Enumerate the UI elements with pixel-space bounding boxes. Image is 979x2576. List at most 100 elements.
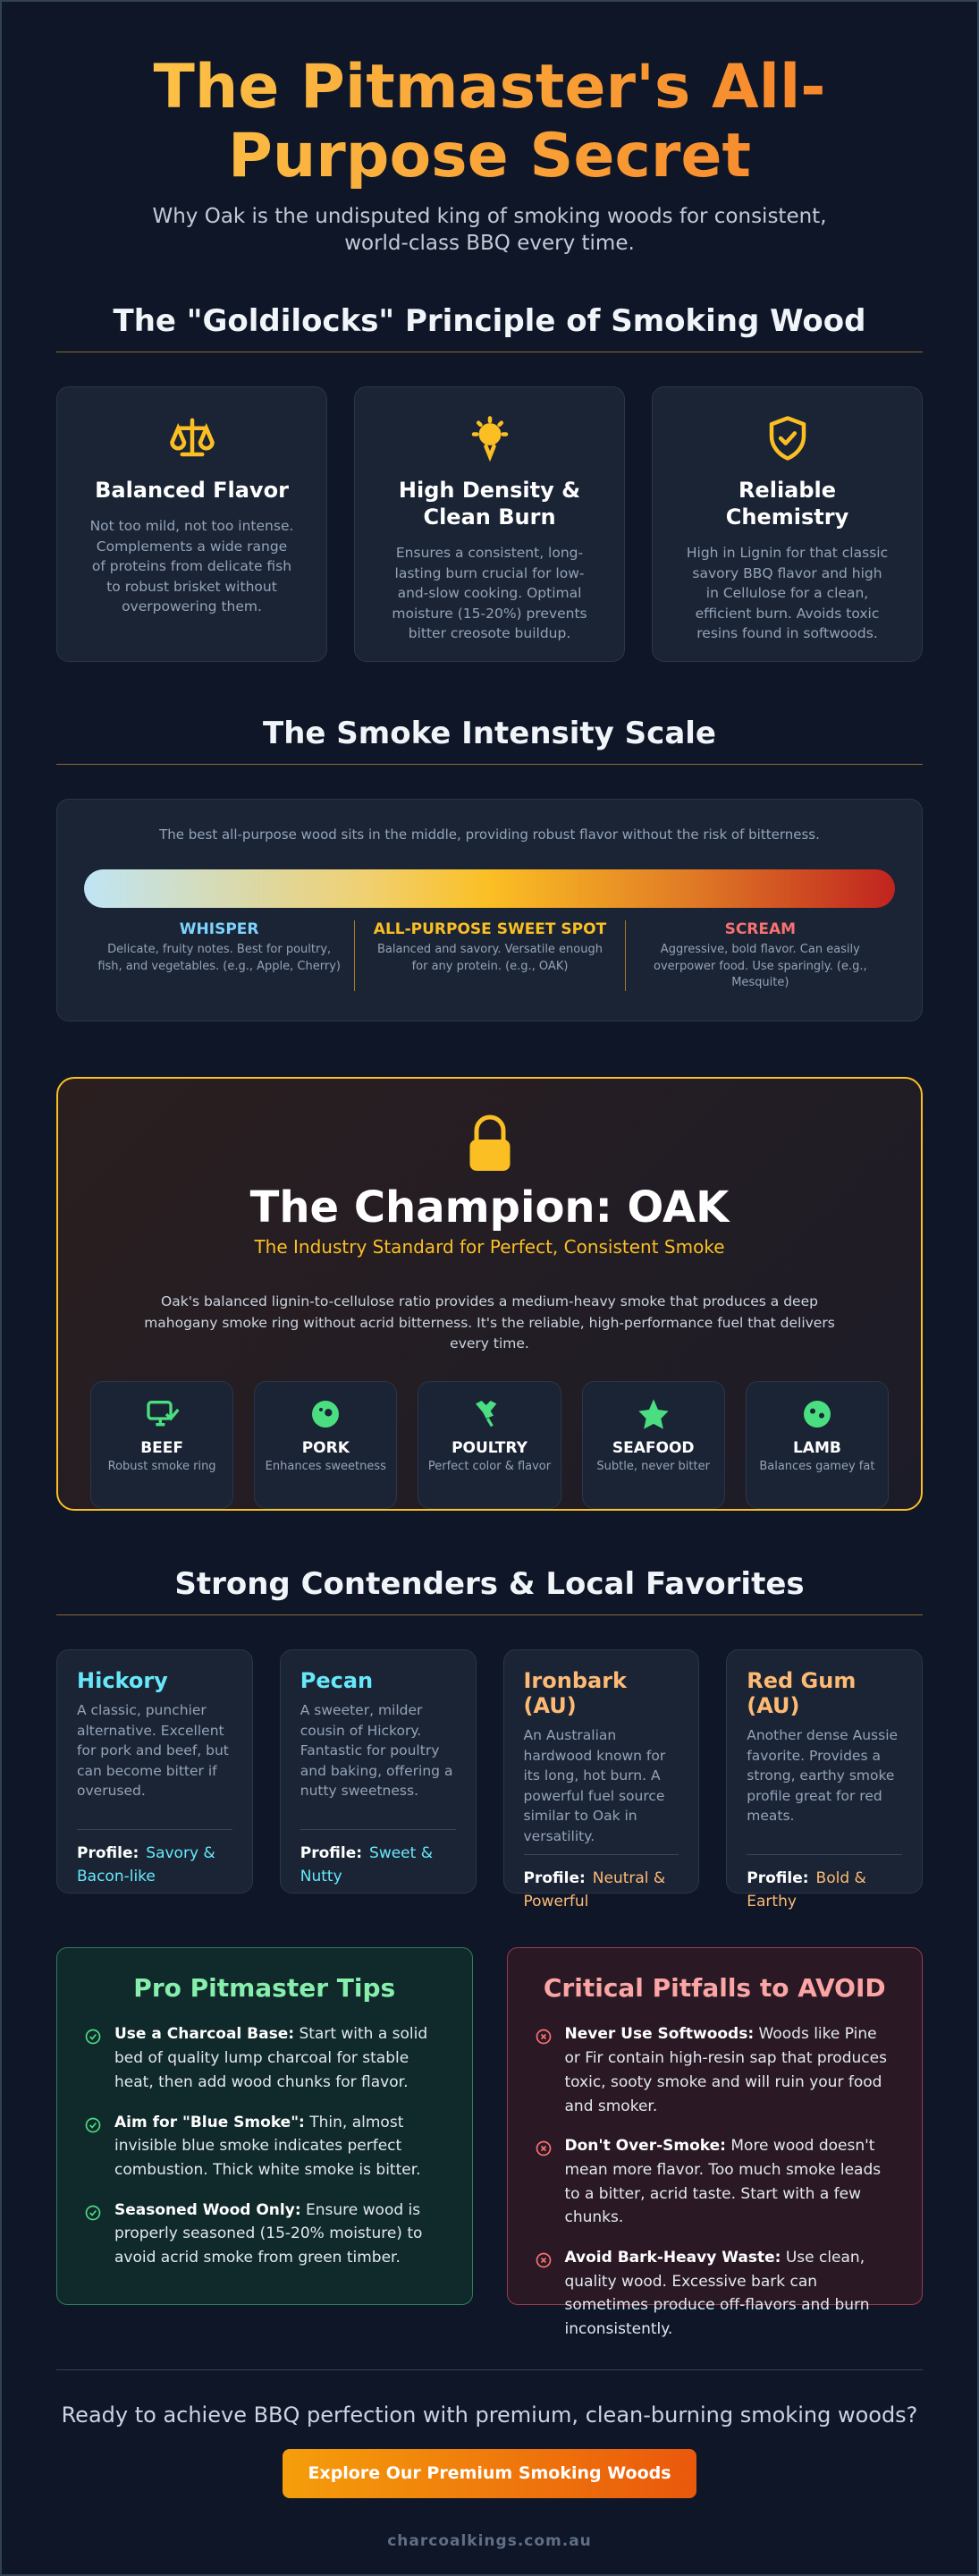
principle-card: High Density & Clean Burn Ensures a cons…	[354, 386, 625, 663]
cta-text: Ready to achieve BBQ perfection with pre…	[61, 2402, 918, 2428]
zone: ALL-PURPOSE SWEET SPOT Balanced and savor…	[354, 920, 624, 991]
profile-label: Profile:	[300, 1844, 363, 1863]
pitfall-text: Use clean, quality wood. Excessive bark …	[564, 2248, 870, 2338]
wood-name: Pecan	[300, 1668, 374, 1694]
check-icon	[85, 2117, 101, 2132]
use-text: Subtle, never bitter	[596, 1460, 710, 1474]
bulb-icon	[471, 416, 508, 462]
wood-text: An Australian hardwood known for its lon…	[523, 1727, 666, 1844]
section-heading: Strong Contenders & Local Favorites	[56, 1566, 923, 1616]
contender-card: Pecan A sweeter, milder cousin of Hickory…	[279, 1649, 477, 1894]
tip-text: Start with a solid bed of quality lump c…	[114, 2025, 428, 2091]
lock-icon	[469, 1115, 510, 1172]
beef-icon	[147, 1401, 180, 1427]
use-card: POULTRY Perfect color & flavor	[418, 1381, 561, 1510]
x-icon	[536, 2029, 551, 2045]
zone-text: Aggressive, bold flavor. Can easily over…	[654, 943, 867, 989]
site-name: charcoalkings.com.au	[387, 2532, 592, 2551]
contender-card: Ironbark (AU) An Australian hardwood know…	[502, 1649, 700, 1911]
card-title: High Density & Clean Burn	[398, 478, 581, 530]
pitfall-body: Never Use Softwoods: Woods like Pine or …	[565, 2022, 896, 2118]
use-card: SEAFOOD Subtle, never bitter	[581, 1381, 725, 1510]
tip-text: Thin, almost invisible blue smoke indica…	[114, 2113, 421, 2179]
section-heading: The Smoke Intensity Scale	[56, 716, 923, 766]
cta-button[interactable]: Explore Our Premium Smoking Woods	[283, 2449, 696, 2499]
profile: Profile: Sweet & Nutty	[300, 1843, 456, 1888]
section-heading: The "Goldilocks" Principle of Smoking Wo…	[56, 303, 923, 353]
card-text: Not too mild, not too intense. Complemen…	[89, 518, 294, 615]
scale-intro: The best all-purpose wood sits in the mi…	[159, 826, 820, 843]
card-title: Reliable Chemistry	[725, 478, 849, 530]
tip-body: Seasoned Wood Only: Ensure wood is prope…	[114, 2199, 445, 2270]
principle-card: Reliable Chemistry High in Lignin for th…	[652, 386, 923, 663]
lamb-icon	[803, 1401, 831, 1428]
pitfalls-panel: Critical Pitfalls to AVOID Never Use Sof…	[506, 1947, 923, 2338]
seafood-icon	[638, 1399, 669, 1429]
contender-card: Red Gum (AU) Another dense Aussie favorit…	[726, 1649, 923, 1911]
tip-body: Use a Charcoal Base: Start with a solid …	[114, 2022, 445, 2094]
pitfall: Never Use Softwoods: Woods like Pine or …	[535, 2022, 896, 2118]
zones: WHISPER Delicate, fruity notes. Best for …	[84, 920, 895, 991]
scale-panel: The best all-purpose wood sits in the mi…	[56, 799, 923, 1022]
use-name: LAMB	[792, 1439, 841, 1458]
profile: Profile: Neutral & Powerful	[524, 1868, 679, 1913]
champion-title: The Champion: OAK	[249, 1182, 730, 1233]
tip-lead: Seasoned Wood Only:	[114, 2200, 301, 2219]
poultry-icon	[476, 1401, 497, 1428]
use-card: LAMB Balances gamey fat	[745, 1381, 889, 1510]
divider	[747, 1854, 902, 1856]
profile-value: Neutral & Powerful	[523, 1869, 666, 1911]
profile: Profile: Savory & Bacon-like	[77, 1843, 232, 1888]
card-text: High in Lignin for that classic savory B…	[686, 545, 889, 642]
tips-heading: Pro Pitmaster Tips	[133, 1973, 396, 2004]
pitfall: Avoid Bark-Heavy Waste: Use clean, quali…	[535, 2246, 896, 2342]
zone-text: Balanced and savory. Versatile enough fo…	[376, 943, 603, 973]
wood-text: A classic, punchier alternative. Excelle…	[77, 1702, 229, 1800]
use-name: PORK	[301, 1439, 350, 1458]
champion-panel: The Champion: OAK The Industry Standard …	[56, 1077, 923, 1512]
pitfall-body: Avoid Bark-Heavy Waste: Use clean, quali…	[565, 2246, 896, 2342]
use-name: SEAFOOD	[612, 1439, 695, 1458]
divider	[523, 1854, 679, 1856]
title: The Pitmaster's All-Purpose Secret	[132, 53, 848, 191]
principle-cards: Balanced Flavor Not too mild, not too in…	[56, 386, 923, 663]
pitfall: Don't Over-Smoke: More wood doesn't mean…	[535, 2134, 896, 2230]
tip-lead: Use a Charcoal Base:	[114, 2025, 295, 2044]
x-icon	[536, 2140, 551, 2157]
pitfalls-heading: Critical Pitfalls to AVOID	[543, 1973, 886, 2004]
profile-label: Profile:	[523, 1869, 586, 1888]
use-cards: BEEF Robust smoke ring PORK Enhances sweet…	[90, 1381, 889, 1510]
zone: SCREAM Aggressive, bold flavor. Can easil…	[624, 920, 895, 991]
footer: Ready to achieve BBQ perfection with pre…	[56, 2369, 923, 2550]
tips-panel: Pro Pitmaster Tips Use a Charcoal Base: …	[56, 1947, 473, 2306]
shield-icon	[769, 416, 806, 462]
contender-card: Hickory A classic, punchier alternative. …	[56, 1649, 253, 1894]
tip-text: Ensure wood is properly seasoned (15-20%…	[114, 2200, 423, 2267]
profile-label: Profile:	[747, 1869, 809, 1888]
scale-icon	[169, 418, 215, 457]
wood-name: Red Gum (AU)	[747, 1668, 857, 1719]
pitfall-lead: Don't Over-Smoke:	[564, 2137, 726, 2156]
principle-card: Balanced Flavor Not too mild, not too in…	[56, 386, 327, 663]
intensity-bar	[84, 869, 895, 909]
tip: Use a Charcoal Base: Start with a solid …	[84, 2022, 445, 2094]
pork-icon	[312, 1401, 340, 1428]
divider	[300, 1829, 456, 1831]
zone-label: SCREAM	[724, 920, 797, 939]
pitfall-body: Don't Over-Smoke: More wood doesn't mean…	[565, 2134, 896, 2230]
divider	[77, 1829, 232, 1831]
tip-lead: Aim for "Blue Smoke":	[114, 2113, 305, 2131]
zone-label: WHISPER	[179, 920, 259, 939]
pitfall-lead: Avoid Bark-Heavy Waste:	[564, 2248, 781, 2267]
profile: Profile: Bold & Earthy	[747, 1868, 902, 1913]
champion-subtitle: The Industry Standard for Perfect, Consi…	[254, 1236, 725, 1258]
card-text: Ensures a consistent, long-lasting burn …	[392, 545, 587, 642]
profile-value: Savory & Bacon-like	[77, 1844, 215, 1885]
pitfall-text: Woods like Pine or Fir contain high-resi…	[564, 2025, 887, 2115]
check-icon	[85, 2029, 101, 2045]
pitfall-lead: Never Use Softwoods:	[564, 2025, 755, 2044]
profile-value: Sweet & Nutty	[300, 1844, 433, 1885]
zone: WHISPER Delicate, fruity notes. Best for …	[84, 920, 354, 991]
